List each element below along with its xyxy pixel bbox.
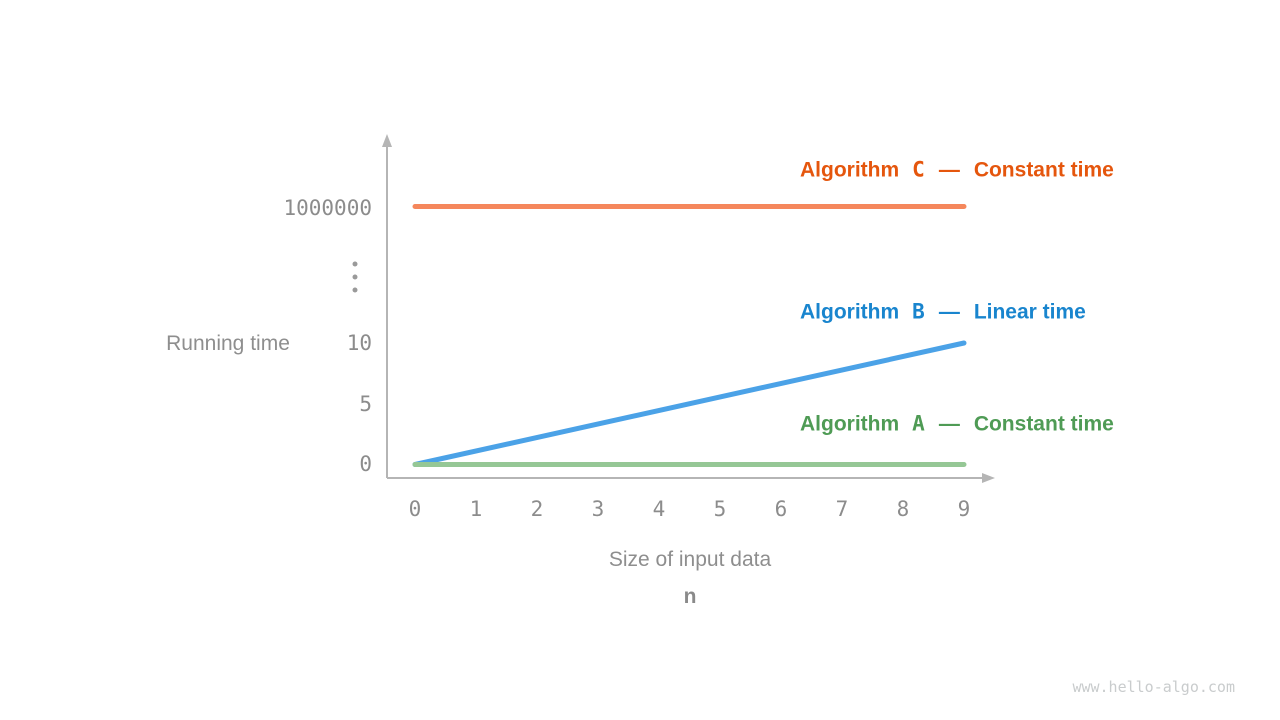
y-axis-arrow-icon (382, 134, 392, 147)
x-tick-0: 0 (408, 497, 422, 521)
legend-letter: B (912, 299, 925, 324)
x-tick-2: 2 (530, 497, 544, 521)
legend-word: Algorithm (800, 412, 900, 436)
y-tick-5: 5 (359, 392, 372, 416)
x-axis-arrow-icon (982, 473, 995, 483)
legend-description: Constant time (973, 412, 1114, 436)
legend-word: Algorithm (800, 300, 900, 324)
x-tick-3: 3 (591, 497, 605, 521)
legend-algorithm-c: Algorithm C — Constant time (800, 158, 1114, 183)
legend-algorithm-b: Algorithm B — Linear time (800, 300, 1086, 325)
x-tick-8: 8 (896, 497, 910, 521)
legend-word: Algorithm (800, 158, 900, 182)
x-axis-label: Size of input data (608, 548, 772, 571)
legend-letter: A (912, 411, 925, 436)
x-tick-4: 4 (652, 497, 666, 521)
y-tick-10: 10 (346, 331, 372, 355)
x-tick-6: 6 (774, 497, 788, 521)
x-tick-5: 5 (713, 497, 727, 521)
y-axis-label: Running time (166, 332, 290, 355)
legend-dash: — (938, 300, 960, 324)
watermark: www.hello-algo.com (1072, 678, 1235, 696)
legend-letter: C (912, 157, 925, 182)
legend-description: Constant time (973, 158, 1114, 182)
series-line-algorithm-b (412, 340, 967, 467)
x-tick-1: 1 (469, 497, 483, 521)
y-tick-0: 0 (359, 452, 372, 476)
legend-dash: — (938, 158, 960, 182)
x-axis-symbol: n (683, 585, 697, 608)
legend-algorithm-a: Algorithm A — Constant time (800, 412, 1114, 437)
y-tick-1000000: 1000000 (283, 196, 372, 220)
y-axis-break-ellipsis (352, 261, 358, 293)
legend-description: Linear time (973, 300, 1086, 324)
x-tick-7: 7 (835, 497, 849, 521)
x-tick-9: 9 (957, 497, 971, 521)
legend-dash: — (938, 412, 960, 436)
